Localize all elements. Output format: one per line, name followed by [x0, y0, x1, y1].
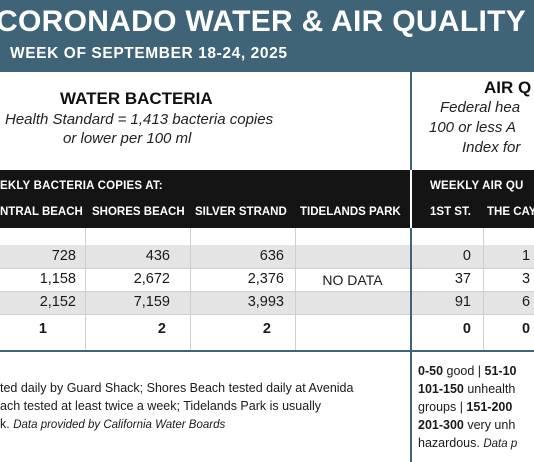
- aqi-legend-line5: hazardous. Data p: [418, 436, 518, 450]
- air-cell: 91: [454, 294, 471, 310]
- col-central-beach: NTRAL BEACH: [0, 206, 83, 218]
- row-rule: [0, 314, 534, 315]
- water-cell: 7,159: [133, 294, 170, 310]
- water-cell: 728: [51, 248, 76, 264]
- row-rule: [0, 291, 534, 292]
- air-cell: 3: [522, 271, 531, 287]
- water-footnote-line1: ted daily by Guard Shack; Shores Beach t…: [0, 381, 354, 395]
- aqi-legend-line3: groups | 151-200: [418, 400, 513, 414]
- col-silver-strand: SILVER STRAND: [195, 206, 287, 218]
- air-standard-line3: Index for: [462, 139, 521, 156]
- row-shade-1: [0, 245, 534, 268]
- water-standard-line2: or lower per 100 ml: [63, 130, 192, 147]
- air-standard-line1: Federal hea: [440, 99, 521, 116]
- water-cell: 3,993: [247, 294, 284, 310]
- air-exceedances: 0: [522, 321, 531, 337]
- row-rule: [0, 268, 534, 269]
- water-cell: 436: [145, 248, 170, 264]
- air-cell: 1: [522, 248, 531, 264]
- water-cell: 2,376: [247, 271, 284, 287]
- air-cell: 0: [462, 248, 471, 264]
- water-cell: 2,152: [39, 294, 76, 310]
- col-tidelands-park: TIDELANDS PARK: [300, 206, 401, 218]
- col-shores-beach: SHORES BEACH: [92, 206, 185, 218]
- section-divider-top: [410, 70, 412, 170]
- section-divider-table: [410, 228, 412, 350]
- air-title: AIR Q: [484, 78, 532, 97]
- air-cell: 37: [454, 271, 471, 287]
- water-cell: 1,158: [39, 271, 76, 287]
- water-footnote-line2: ach tested at least twice a week; Tidela…: [0, 399, 321, 413]
- water-exceedances: 2: [157, 321, 166, 337]
- water-cell: 636: [259, 248, 284, 264]
- air-table-heading: WEEKLY AIR QU: [430, 180, 524, 192]
- air-cell: 6: [522, 294, 531, 310]
- water-source-credit: Data provided by California Water Boards: [13, 419, 226, 431]
- water-table-heading: EKLY BACTERIA COPIES AT:: [0, 180, 163, 192]
- col-rule: [190, 228, 191, 350]
- banner-title: CORONADO WATER & AIR QUALITY R: [0, 5, 534, 38]
- air-exceedances: 0: [462, 321, 471, 337]
- water-exceedances: 1: [38, 321, 47, 337]
- col-first-st: 1ST ST.: [430, 206, 471, 218]
- water-title: WATER BACTERIA: [60, 89, 213, 108]
- row-shade-3: [0, 291, 534, 314]
- aqi-legend-line2: 101-150 unhealth: [418, 382, 516, 396]
- section-divider-bottom: [410, 352, 412, 462]
- row-shade-4: [0, 314, 534, 337]
- header-divider: [410, 170, 412, 228]
- water-cell: 2,672: [133, 271, 170, 287]
- top-rule: [0, 70, 534, 72]
- water-exceedances: 2: [262, 321, 271, 337]
- aqi-legend-line4: 201-300 very unh: [418, 418, 516, 432]
- table-header-bar: [0, 170, 534, 228]
- water-footnote-line3: k. Data provided by California Water Boa…: [0, 417, 226, 431]
- col-rule: [85, 228, 86, 350]
- row-shade-2: [0, 268, 534, 291]
- col-rule: [483, 228, 484, 350]
- aqi-legend-line1: 0-50 good | 51-10: [418, 364, 517, 378]
- banner: CORONADO WATER & AIR QUALITY R WEEK OF S…: [0, 0, 534, 70]
- banner-subtitle: WEEK OF SEPTEMBER 18-24, 2025: [10, 45, 288, 62]
- table-bottom-rule: [0, 350, 534, 352]
- col-rule: [295, 228, 296, 350]
- water-standard-line1: Health Standard = 1,413 bacteria copies: [5, 111, 274, 128]
- tidelands-no-data: NO DATA: [322, 272, 383, 288]
- col-the-cay: THE CAY: [487, 206, 534, 218]
- air-standard-line2: 100 or less A: [429, 119, 516, 136]
